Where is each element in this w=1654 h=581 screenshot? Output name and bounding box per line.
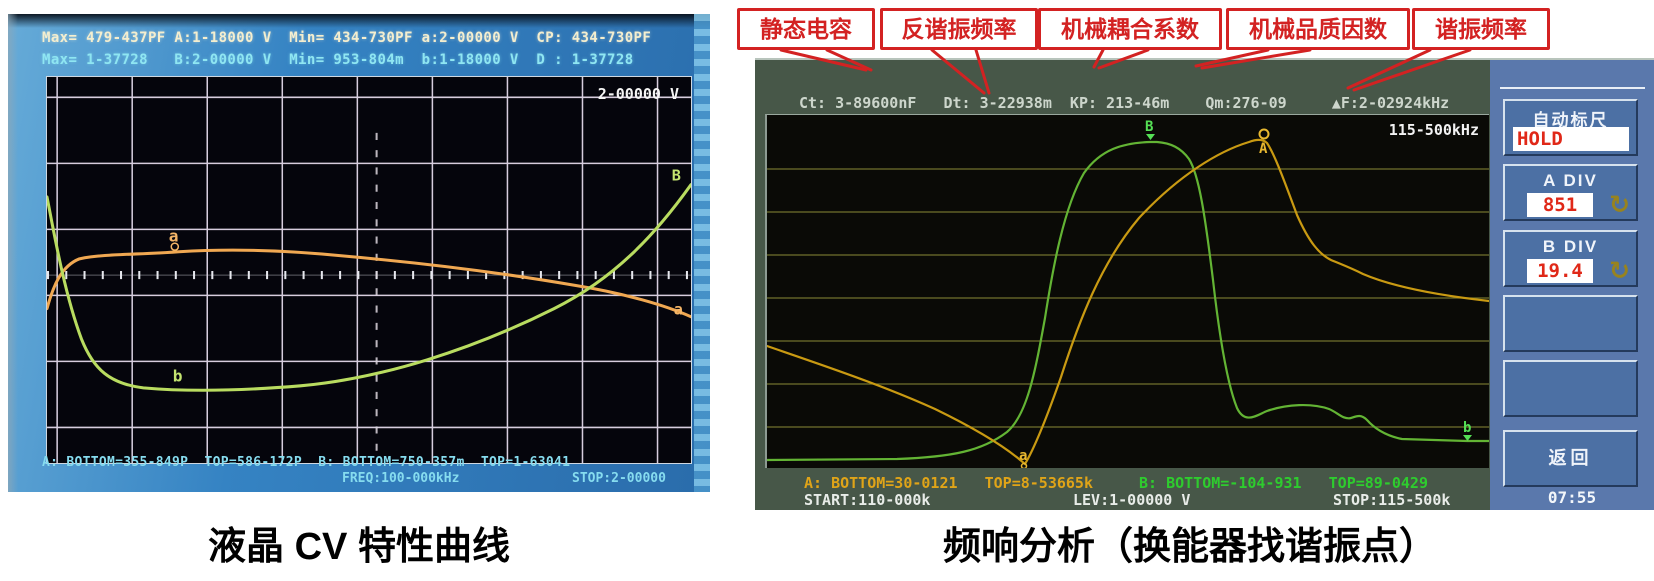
blank-softkey-2-label: [1505, 362, 1636, 415]
curve-b-dissipation: [45, 183, 693, 392]
lcd-cv-photo: Max= 479-437PF A:1-18000 V Min= 434-730P…: [8, 14, 710, 492]
rotate-icon: ↻: [1609, 191, 1630, 219]
rotate-icon: ↻: [1609, 257, 1630, 285]
analyzer-screen: Ct: 3-89600nF Dt: 3-22938m KP: 213-46m Q…: [755, 58, 1654, 510]
a-div-button[interactable]: A DIV 851 ↻: [1503, 164, 1638, 221]
lcd-footer-line2: FREQ:100-000kHz STOP:2-00000: [42, 471, 690, 492]
caption-left: 液晶 CV 特性曲线: [208, 526, 510, 568]
curve-B-phase: [765, 140, 1491, 462]
sidebar-separator: [1500, 87, 1645, 89]
footer-start: START:110-000k: [804, 491, 931, 509]
cv-plot-area: a b B a 2-00000 V: [45, 76, 693, 464]
softkey-sidebar: 自动标尺 HOLD A DIV 851 ↻ B DIV 19.4 ↻ 返回 07…: [1490, 60, 1654, 510]
callout-coupling-coefficient: 机械耦合系数: [1038, 8, 1222, 50]
marker-a-mid: a: [169, 227, 179, 246]
freq-corner-label: 115-500kHz: [1388, 121, 1479, 139]
autoscale-button[interactable]: 自动标尺 HOLD: [1503, 99, 1638, 156]
return-label: 返回: [1548, 448, 1593, 468]
cv-ref-voltage-label: 2-00000 V: [597, 85, 679, 103]
freq-plot-svg: B A a b: [765, 119, 1491, 470]
marker-b-mid: b: [173, 367, 183, 386]
b-div-label: B DIV: [1542, 237, 1599, 256]
a-div-value: 851: [1527, 193, 1593, 217]
lcd-footer-line1: A: BOTTOM=355-849P TOP=586-172P B: BOTTO…: [42, 455, 571, 470]
marker-A: A: [1259, 141, 1268, 157]
footer-stop: STOP:115-500k: [1333, 491, 1451, 509]
photo-left-edge: [8, 14, 18, 492]
b-div-button[interactable]: B DIV 19.4 ↻: [1503, 230, 1638, 287]
footer-b-scale: B: BOTTOM=-104-931 TOP=89-0429: [1139, 474, 1428, 492]
photo-right-strip: [694, 14, 710, 492]
callout-quality-factor: 机械品质因数: [1226, 8, 1410, 50]
marker-a: a: [1019, 448, 1027, 464]
freq-gridlines: [767, 168, 1489, 428]
caption-right: 频响分析（换能器找谐振点）: [942, 526, 1437, 568]
callout-resonance-frequency: 谐振频率: [1412, 8, 1550, 50]
return-button[interactable]: 返回: [1503, 430, 1638, 487]
marker-B-pointer: [1146, 134, 1155, 140]
marker-B-end: B: [672, 167, 681, 185]
callout-static-capacitance: 静态电容: [737, 8, 875, 50]
marker-B: B: [1145, 119, 1153, 135]
marker-A-ring: [1258, 128, 1270, 140]
lcd-header-line1: Max= 479-437PF A:1-18000 V Min= 434-730P…: [42, 30, 652, 46]
lcd-stop-label: STOP:2-00000: [572, 471, 666, 486]
marker-a-end: a: [674, 301, 683, 319]
autoscale-label: 自动标尺: [1532, 111, 1609, 130]
footer-lev: LEV:1-00000 V: [1073, 491, 1191, 509]
analyzer-footer-sweep: START:110-000k LEV:1-00000 V STOP:115-50…: [804, 491, 1526, 509]
lcd-header-line2: Max= 1-37728 B:2-00000 V Min= 953-804m b…: [42, 52, 634, 68]
marker-b-pointer: [1463, 435, 1472, 441]
analyzer-footer-scale: A: BOTTOM=30-0121 TOP=8-53665k B: BOTTOM…: [804, 474, 1526, 492]
footer-a-scale: A: BOTTOM=30-0121 TOP=8-53665k: [804, 474, 1093, 492]
clock: 07:55: [1547, 488, 1597, 507]
marker-a-ring: [1020, 462, 1028, 470]
marker-a-ring: [170, 242, 180, 251]
blank-softkey-2[interactable]: [1503, 360, 1638, 417]
a-div-label: A DIV: [1543, 171, 1598, 190]
curve-A-impedance: [765, 138, 1491, 466]
callout-antiresonance-frequency: 反谐振频率: [880, 8, 1038, 50]
autoscale-value: HOLD: [1513, 127, 1629, 151]
freq-response-plot: B A a b 115-500kHz: [765, 114, 1491, 470]
stats-row-ct-dt-kp-qm-df: Ct: 3-89600nF Dt: 3-22938m KP: 213-46m Q…: [799, 94, 1450, 112]
b-div-value: 19.4: [1527, 259, 1593, 283]
cv-grid: [47, 77, 691, 463]
blank-softkey-1-label: [1505, 297, 1636, 350]
marker-b: b: [1463, 420, 1471, 436]
lcd-freq-label: FREQ:100-000kHz: [342, 471, 460, 486]
blank-softkey-1[interactable]: [1503, 295, 1638, 352]
cv-plot-svg: a b B a: [45, 77, 693, 463]
photo-top-shade: [8, 14, 710, 28]
